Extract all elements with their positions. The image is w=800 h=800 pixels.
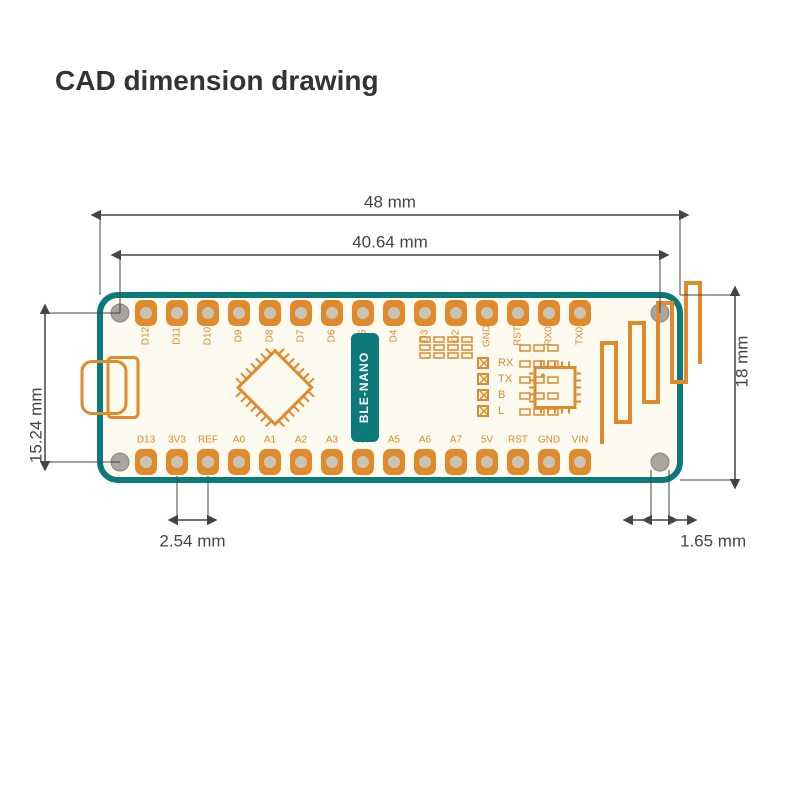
svg-text:D6: D6 bbox=[327, 329, 338, 342]
svg-text:BLE-NANO: BLE-NANO bbox=[357, 352, 371, 423]
svg-text:VIN: VIN bbox=[572, 435, 589, 446]
svg-text:B: B bbox=[498, 389, 505, 401]
svg-text:GND: GND bbox=[538, 435, 560, 446]
svg-text:A6: A6 bbox=[419, 435, 432, 446]
svg-text:A1: A1 bbox=[264, 435, 277, 446]
svg-text:D3: D3 bbox=[420, 329, 431, 342]
svg-text:5V: 5V bbox=[481, 435, 494, 446]
svg-text:D13: D13 bbox=[137, 435, 156, 446]
svg-text:18 mm: 18 mm bbox=[732, 336, 751, 388]
svg-text:L: L bbox=[498, 405, 504, 417]
svg-text:A2: A2 bbox=[295, 435, 308, 446]
svg-text:D9: D9 bbox=[234, 329, 245, 342]
svg-text:D12: D12 bbox=[141, 326, 152, 345]
svg-text:15.24 mm: 15.24 mm bbox=[26, 388, 45, 464]
svg-text:A5: A5 bbox=[388, 435, 401, 446]
svg-text:GND: GND bbox=[482, 325, 493, 347]
svg-text:D8: D8 bbox=[265, 329, 276, 342]
svg-text:A3: A3 bbox=[326, 435, 339, 446]
svg-text:40.64 mm: 40.64 mm bbox=[352, 232, 428, 251]
diagram-svg: D12D11D10D9D8D7D6D5D4D3D2GNDRSTRX0TX0D13… bbox=[0, 0, 800, 800]
svg-text:RST: RST bbox=[508, 435, 528, 446]
svg-text:2.54 mm: 2.54 mm bbox=[159, 531, 225, 550]
svg-text:A7: A7 bbox=[450, 435, 463, 446]
svg-text:D11: D11 bbox=[172, 327, 183, 345]
svg-text:A0: A0 bbox=[233, 435, 246, 446]
svg-text:D10: D10 bbox=[203, 326, 214, 345]
svg-text:RST: RST bbox=[513, 326, 524, 346]
svg-text:48 mm: 48 mm bbox=[364, 192, 416, 211]
svg-text:TX: TX bbox=[498, 373, 513, 385]
svg-text:1.65 mm: 1.65 mm bbox=[680, 531, 746, 550]
svg-text:TX0: TX0 bbox=[575, 326, 586, 345]
svg-text:RX: RX bbox=[498, 357, 514, 369]
svg-text:D2: D2 bbox=[451, 329, 462, 342]
svg-text:RX0: RX0 bbox=[544, 326, 555, 346]
svg-text:REF: REF bbox=[198, 435, 218, 446]
svg-text:D4: D4 bbox=[389, 329, 400, 342]
svg-text:3V3: 3V3 bbox=[168, 435, 186, 446]
svg-text:D7: D7 bbox=[296, 329, 307, 342]
